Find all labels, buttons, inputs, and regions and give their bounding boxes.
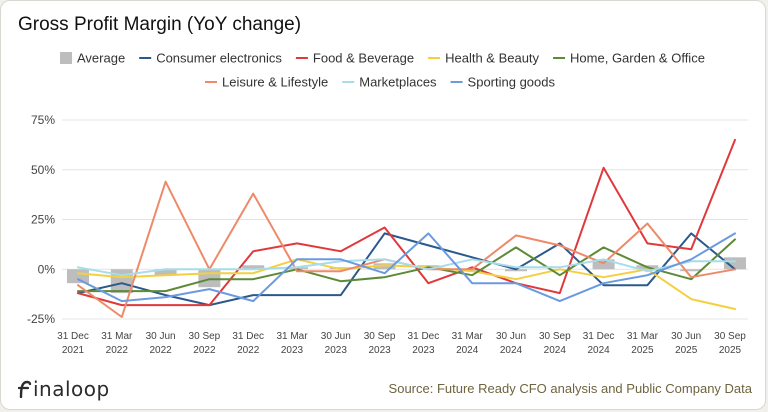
- legend-label-health-beauty: Health & Beauty: [445, 51, 539, 66]
- legend-label-leisure-lifestyle: Leisure & Lifestyle: [222, 75, 328, 90]
- x-tick-label-date: 31 Dec: [408, 331, 440, 342]
- x-tick-label-year: 2022: [193, 345, 216, 356]
- y-tick-label: 50%: [31, 163, 55, 177]
- logo-text: inaloop: [33, 377, 110, 401]
- x-tick-label-date: 30 Sep: [364, 331, 396, 342]
- x-tick-label-date: 30 Jun: [321, 331, 351, 342]
- average-bar: [329, 267, 352, 270]
- average-bar: [680, 269, 703, 272]
- series-line-consumer-electronics: [77, 232, 736, 307]
- x-tick-label-year: 2025: [675, 345, 698, 356]
- x-tick-label-date: 31 Dec: [583, 331, 615, 342]
- x-tick-label-date: 31 Mar: [101, 331, 133, 342]
- x-tick-label-date: 30 Jun: [146, 331, 176, 342]
- y-tick-label: 75%: [31, 113, 55, 127]
- series-line-home-garden-office: [77, 238, 736, 293]
- x-tick-label-date: 31 Dec: [232, 331, 264, 342]
- series-lines: [77, 138, 736, 318]
- legend-label-average: Average: [77, 51, 125, 66]
- legend-label-sporting-goods: Sporting goods: [468, 75, 556, 90]
- x-tick-label-year: 2025: [631, 345, 654, 356]
- average-bar: [67, 269, 89, 284]
- x-tick-label-year: 2021: [62, 345, 85, 356]
- x-tick-label-date: 31 Mar: [452, 331, 484, 342]
- x-tick-label-date: 30 Sep: [189, 331, 221, 342]
- y-tick-label: -25%: [27, 312, 55, 326]
- chart-title: Gross Profit Margin (YoY change): [18, 14, 302, 35]
- x-axis: 31 Dec 2021 31 Mar 2022 30 Jun 2022 30 Sep 2022…: [57, 331, 746, 356]
- x-tick-label-year: 2024: [456, 345, 479, 356]
- series-line-food-beverage: [77, 138, 736, 307]
- legend-label-marketplaces: Marketplaces: [359, 75, 437, 90]
- x-tick-label-year: 2022: [149, 345, 172, 356]
- average-bar: [242, 265, 265, 270]
- x-tick-label-date: 30 Jun: [671, 331, 701, 342]
- x-tick-label-year: 2023: [281, 345, 304, 356]
- x-tick-label-date: 30 Sep: [714, 331, 746, 342]
- legend-label-consumer-electronics: Consumer electronics: [156, 51, 282, 66]
- x-tick-label-date: 30 Sep: [539, 331, 571, 342]
- source-note: Source: Future Ready CFO analysis and Pu…: [388, 381, 752, 396]
- x-tick-label-year: 2024: [500, 345, 523, 356]
- series-line-marketplaces: [77, 258, 736, 277]
- x-tick-label-year: 2022: [106, 345, 129, 356]
- average-bar: [154, 269, 177, 276]
- x-tick-label-year: 2024: [587, 345, 610, 356]
- x-tick-label-date: 31 Mar: [276, 331, 308, 342]
- x-tick-label-year: 2024: [544, 345, 567, 356]
- x-tick-label-date: 30 Jun: [496, 331, 526, 342]
- x-tick-label-year: 2025: [719, 345, 742, 356]
- gridlines: [62, 119, 748, 320]
- y-tick-label: 0%: [38, 262, 56, 276]
- x-tick-label-year: 2022: [237, 345, 260, 356]
- finaloop-logo: inaloop: [17, 377, 110, 401]
- finaloop-mark-icon: [17, 379, 32, 399]
- y-axis: 75% 50% 25% 0% -25%: [27, 113, 55, 326]
- series-line-sporting-goods: [77, 232, 736, 303]
- y-tick-label: 25%: [31, 213, 55, 227]
- x-tick-label-year: 2023: [368, 345, 391, 356]
- legend-label-home-garden-office: Home, Garden & Office: [570, 51, 705, 66]
- x-tick-label-date: 31 Dec: [57, 331, 89, 342]
- series-line-health-beauty: [77, 258, 736, 310]
- average-bar: [724, 257, 746, 270]
- legend-swatch-average: [60, 52, 72, 64]
- legend: Average Consumer electronics Food & Bevera…: [60, 51, 705, 90]
- legend-label-food-beverage: Food & Beverage: [313, 51, 414, 66]
- x-tick-label-year: 2023: [412, 345, 435, 356]
- x-tick-label-year: 2023: [325, 345, 348, 356]
- x-tick-label-date: 31 Mar: [627, 331, 659, 342]
